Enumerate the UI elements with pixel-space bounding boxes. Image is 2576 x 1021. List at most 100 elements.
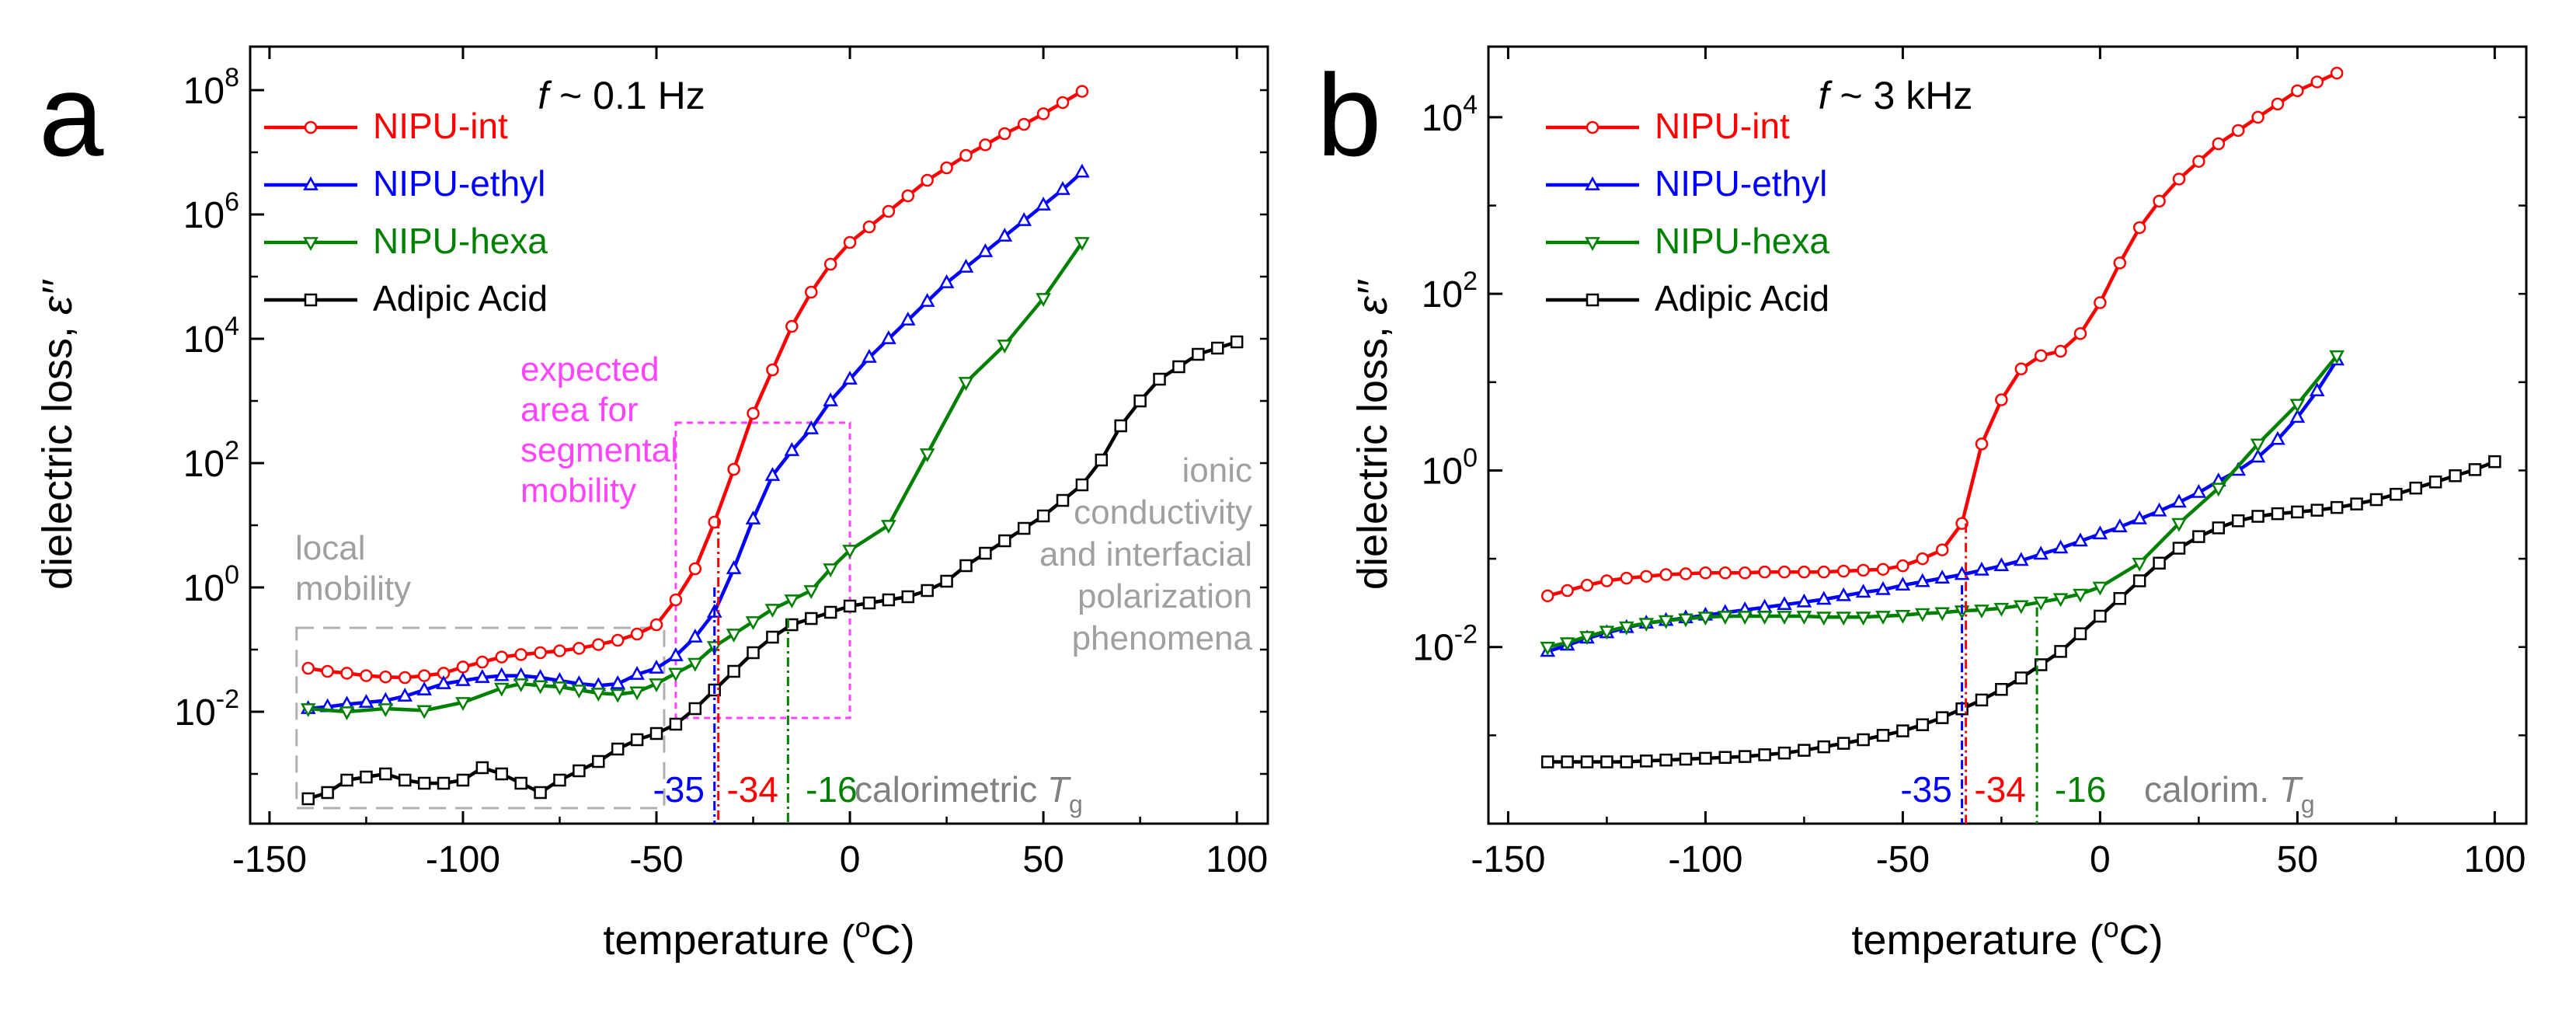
panel-b-series-nipu-hexa-point [1599,625,1615,640]
panel-a-series-nipu-int-point [785,319,799,333]
panel-b-series-nipu-hexa-point [1796,611,1812,625]
panel-b-series-nipu-ethyl-point [1934,570,1950,584]
panel-b-series-nipu-int-point [2172,172,2186,186]
panel-a-series-nipu-hexa-point [649,678,664,692]
panel-a-series-nipu-ethyl-point [862,349,877,363]
panel-a-series-nipu-int-point [630,627,644,641]
panel-b-xtick-label: -150 [1471,839,1545,880]
panel-a-series-adipic-acid-point [959,559,973,573]
panel-b-series-nipu-ethyl-point [1777,596,1792,611]
panel-b-series-nipu-int-point [1955,517,1969,530]
panel-b-series-nipu-int-point [2054,344,2067,358]
panel-b-series-nipu-int-point [2034,349,2048,362]
panel-b-chart: -150 -100 -50 0 50 100 10-2 100 102 104 temperatur… [1317,45,2528,964]
panel-b-series-nipu-int-point [1935,543,1949,556]
panel-a-series-nipu-ethyl-point [958,259,974,273]
panel-a-xlabel: temperature (oC) [603,911,914,964]
panel-a-series-nipu-hexa-point [513,678,529,692]
panel-b-series-adipic-acid-point [2271,507,2285,521]
panel-a-annotation-ionic: ionic [1182,451,1253,490]
panel-a-series-adipic-acid-point [1172,360,1185,374]
panel-b-series-nipu-hexa-point [1855,612,1871,626]
panel-a-series-nipu-ethyl-point [416,681,432,695]
panel-b-series-nipu-int-point [2014,362,2028,376]
panel-b-series-nipu-ethyl-point [1855,584,1871,598]
panel-a-series-nipu-hexa-point [416,705,432,720]
panel-b-series-adipic-acid-point [1817,740,1831,754]
panel-a-series-nipu-int-point [940,161,953,175]
panel-b-series-nipu-ethyl-point [2171,493,2187,508]
panel-b-legend-marker [1585,237,1600,251]
panel-a-annotation-ionic: polarization [1077,577,1252,615]
panel-b-series-nipu-int-point [2132,221,2146,235]
panel-b-series-nipu-ethyl-point [2073,532,2088,547]
panel-a-series-nipu-int-point [882,204,896,218]
panel-a-annotation-expected-area: segmental [520,431,678,469]
panel-a-series-nipu-int-point [901,189,915,203]
panel-b-series-nipu-ethyl-point [2270,430,2285,445]
panel-a-series-nipu-ethyl-point [358,694,374,708]
panel-b-series-nipu-hexa-point [1678,613,1694,628]
panel-b-series-adipic-acid-point [1896,724,1909,737]
panel-a-series-nipu-ethyl-point [919,293,935,307]
panel-b-legend-marker [1586,120,1600,134]
panel-a-series-nipu-int-point [340,667,353,680]
panel-b-series-nipu-hexa-point [1737,611,1753,625]
panel-b-axes-frame [1487,45,2528,825]
panel-a-series-adipic-acid [301,335,1244,806]
panel-a-annotation-expected-area: expected [520,350,660,389]
panel-b-series-nipu-ethyl-point [2111,518,2128,533]
panel-a-legend-marker [303,176,319,190]
panel-a-series-adipic-acid-point [1036,509,1050,523]
panel-b-series-nipu-int-point [1580,578,1594,592]
panel-a-series-nipu-int-point [592,638,605,651]
panel-b-series-nipu-int-point [1798,565,1811,579]
panel-a-legend-label: NIPU-ethyl [373,163,545,204]
panel-a-series-adipic-acid-point [534,786,547,800]
panel-b-series-adipic-acid-point [2094,609,2107,623]
panel-b-series-nipu-hexa-point [2132,557,2147,572]
panel-a-series-nipu-int-point [456,660,470,674]
panel-b-letter: b [1317,50,1381,180]
panel-a-letter: a [39,50,104,180]
panel-a-series-adipic-acid-point [495,767,509,781]
panel-b-ytick-label: 100 [1422,443,1478,492]
panel-a-series-adipic-acid-point [611,742,625,756]
panel-a-series-adipic-acid-point [998,534,1011,548]
panel-a-series-nipu-int-point [979,138,992,152]
panel-a-series-nipu-ethyl-point [687,629,703,643]
panel-b-legend-label: NIPU-int [1655,106,1790,146]
panel-a-series-nipu-ethyl-point [668,647,684,661]
panel-a-series-adipic-acid-point [901,590,915,604]
panel-a-series-nipu-int-point [649,618,663,632]
panel-b-legend-label: NIPU-ethyl [1655,163,1827,204]
panel-a-series-nipu-ethyl-point [726,560,742,574]
panel-a-series-nipu-int-point [475,655,489,669]
panel-a-series-nipu-ethyl-point [629,666,645,680]
panel-b-series-adipic-acid [1540,455,2501,768]
panel-a-series-nipu-hexa-point [958,377,974,391]
panel-b-series-adipic-acid-point [1836,737,1850,750]
panel-b-series-nipu-hexa-point [1895,609,1911,624]
panel-b-series-nipu-ethyl-point [1875,580,1891,595]
panel-b-series-adipic-acid-point [2034,658,2048,671]
panel-b-tg-value: -35 [1900,769,1951,810]
panel-b-xtick-label: 0 [2090,839,2111,880]
panel-a-series-nipu-int-point [379,670,392,684]
panel-a-series-nipu-int-point [1036,107,1050,120]
panel-a-series-nipu-int-point [495,650,509,664]
panel-b-series-nipu-ethyl-point [1836,587,1852,601]
panel-a-series-nipu-int-point [1056,96,1070,110]
panel-a-series-nipu-int-point [1075,85,1089,98]
panel-a-legend-marker [304,120,318,134]
panel-b-series-nipu-int-point [2310,75,2324,89]
panel-a-series-nipu-int-point [360,669,373,682]
panel-a-series-adipic-acid-point [553,773,566,787]
panel-b-series-nipu-int-point [2271,97,2285,111]
panel-a-xtick-label: -150 [232,839,307,880]
panel-a-legend-label: NIPU-int [373,106,508,146]
panel-a-series-nipu-hexa-point [919,448,935,462]
panel-b-series-nipu-hexa-line [1547,354,2338,649]
panel-a-series-adipic-acid-point [804,612,818,625]
panel-b-series-nipu-hexa-point [1756,611,1773,625]
